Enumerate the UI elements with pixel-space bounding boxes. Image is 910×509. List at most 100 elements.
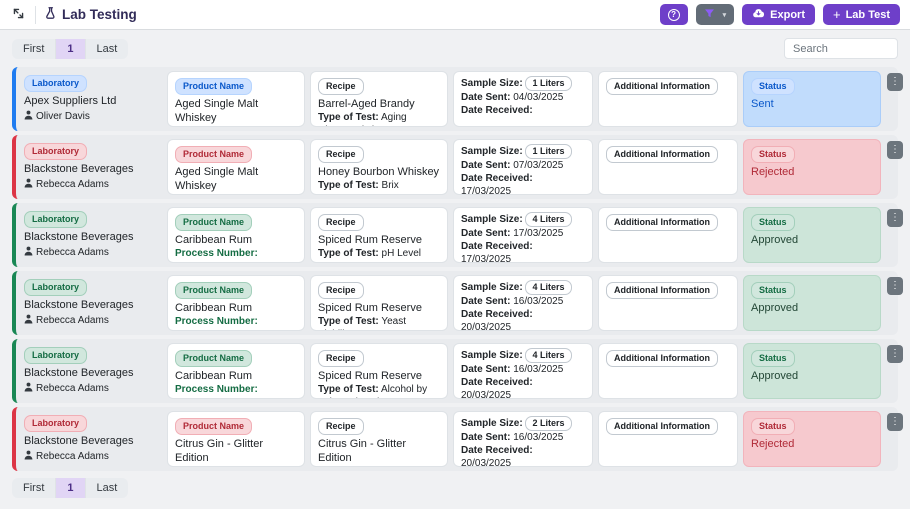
pagination-first-button[interactable]: First — [12, 478, 55, 498]
laboratory-name: Blackstone Beverages — [24, 298, 134, 311]
laboratory-cell: Laboratory Blackstone Beverages Rebecca … — [16, 207, 162, 263]
date-received-label: Date Received: — [461, 376, 533, 388]
additional-info-badge: Additional Information — [606, 214, 718, 231]
user-icon — [24, 178, 33, 191]
header-divider — [35, 5, 36, 24]
page-title-text: Lab Testing — [62, 7, 137, 22]
pagination-page-1-button[interactable]: 1 — [55, 478, 85, 498]
sample-card: Sample Size: 4 Liters Date Sent: 16/03/2… — [453, 343, 593, 399]
contact-name: Rebecca Adams — [36, 315, 109, 327]
type-of-test-label: Type of Test: — [318, 316, 379, 328]
laboratory-name: Blackstone Beverages — [24, 434, 134, 447]
date-received-line: Date Received: 20/03/2025 — [461, 376, 585, 399]
kebab-menu-icon: ⋮ — [890, 76, 900, 87]
contact-person: Rebecca Adams — [24, 246, 156, 259]
pagination-last-button[interactable]: Last — [84, 38, 129, 59]
type-of-test-line: Type of Test: Aging Characteristics Test — [318, 111, 440, 126]
process-number-line: Process Number: 27032025-LAB-003 — [175, 193, 297, 195]
status-card: Status Approved — [743, 343, 881, 399]
product-name: Aged Single Malt Whiskey — [175, 165, 259, 193]
status-value: Rejected — [751, 165, 795, 178]
recipe-name: Citrus Gin - Glitter Edition — [318, 437, 407, 465]
lab-test-row: Laboratory Blackstone Beverages Rebecca … — [12, 271, 903, 335]
status-badge: Status — [751, 214, 795, 231]
laboratory-badge: Laboratory — [24, 143, 88, 160]
pagination-last-button[interactable]: Last — [84, 478, 129, 498]
row-menu-button[interactable]: ⋮ — [887, 277, 903, 295]
product-name: Aged Single Malt Whiskey — [175, 97, 259, 125]
rows-list: Laboratory Apex Suppliers Ltd Oliver Dav… — [12, 67, 903, 471]
sample-size-label: Sample Size: — [461, 282, 523, 293]
sample-card: Sample Size: 4 Liters Date Sent: 17/03/2… — [453, 207, 593, 263]
type-of-test-value: Aging Characteristics Test — [318, 112, 407, 126]
user-icon — [24, 450, 33, 463]
row-menu-button[interactable]: ⋮ — [887, 209, 903, 227]
recipe-badge: Recipe — [318, 214, 364, 231]
date-received-label: Date Received: — [461, 240, 533, 252]
type-of-test-line: Type of Test: Yeast Viability Test — [318, 315, 440, 330]
date-received-value: 20/03/2025 — [461, 390, 512, 399]
contact-person: Rebecca Adams — [24, 178, 156, 191]
contact-person: Rebecca Adams — [24, 382, 156, 395]
additional-info-card: Additional Information — [598, 139, 738, 195]
product-card: Product Name Caribbean Rum Process Numbe… — [167, 343, 305, 399]
lab-test-row: Laboratory Blackstone Beverages Rebecca … — [12, 135, 903, 199]
date-sent-line: Date Sent: 16/03/2025 — [461, 431, 585, 444]
date-received-label: Date Received: — [461, 308, 533, 320]
type-of-test-line: Type of Test: pH Level Test — [318, 247, 440, 262]
date-sent-value: 04/03/2025 — [513, 91, 564, 103]
process-number-label: Process Number: — [175, 194, 258, 195]
pagination-top: First 1 Last — [12, 38, 129, 59]
date-received-line: Date Received: 17/03/2025 — [461, 172, 585, 194]
laboratory-name: Blackstone Beverages — [24, 366, 134, 379]
row-menu-button[interactable]: ⋮ — [887, 345, 903, 363]
date-received-label: Date Received: — [461, 172, 533, 184]
date-received-label: Date Received: — [461, 104, 533, 116]
date-received-value: 20/03/2025 — [461, 322, 512, 331]
sample-size-label: Sample Size: — [461, 214, 523, 225]
sample-size-line: Sample Size: 4 Liters — [461, 348, 585, 363]
recipe-name: Spiced Rum Reserve — [318, 369, 422, 382]
filter-dropdown-button[interactable]: ▾ — [695, 4, 735, 25]
row-menu-button[interactable]: ⋮ — [887, 73, 903, 91]
row-menu-cell: ⋮ — [886, 275, 904, 331]
additional-info-card: Additional Information — [598, 411, 738, 467]
type-of-test-value: Brix Measurement — [318, 180, 399, 194]
recipe-name: Honey Bourbon Whiskey — [318, 165, 440, 178]
export-button[interactable]: Export — [742, 4, 815, 25]
date-sent-line: Date Sent: 16/03/2025 — [461, 363, 585, 376]
sample-size-label: Sample Size: — [461, 350, 523, 361]
nav-toggle-button[interactable] — [10, 5, 27, 25]
help-button[interactable]: ? — [659, 4, 688, 25]
row-menu-button[interactable]: ⋮ — [887, 413, 903, 431]
top-bar: Lab Testing ? ▾ Export + Lab Test — [0, 0, 910, 30]
recipe-card: Recipe Spiced Rum Reserve Type of Test: … — [310, 275, 448, 331]
process-number-value: 27032025-LAB-004 — [175, 261, 262, 262]
recipe-badge: Recipe — [318, 418, 364, 435]
status-badge: Status — [751, 146, 795, 163]
flask-icon — [44, 6, 57, 23]
recipe-name: Spiced Rum Reserve — [318, 301, 422, 314]
type-of-test-line: Type of Test: Alcohol by Volume (ABV) Me… — [318, 465, 440, 467]
search-input[interactable] — [784, 38, 898, 59]
sample-card: Sample Size: 1 Liters Date Sent: 07/03/2… — [453, 139, 593, 195]
laboratory-badge: Laboratory — [24, 415, 88, 432]
pagination-page-1-button[interactable]: 1 — [55, 38, 85, 59]
type-of-test-label: Type of Test: — [318, 466, 379, 467]
process-number-line: Process Number: 27032025-LAB-005 — [175, 315, 297, 330]
status-value: Sent — [751, 97, 774, 110]
additional-info-card: Additional Information — [598, 343, 738, 399]
date-sent-line: Date Sent: 04/03/2025 — [461, 91, 585, 104]
status-badge: Status — [751, 350, 795, 367]
add-lab-test-button[interactable]: + Lab Test — [822, 4, 900, 25]
contact-person: Oliver Davis — [24, 110, 156, 123]
pagination-first-button[interactable]: First — [12, 39, 55, 59]
status-card: Status Approved — [743, 207, 881, 263]
laboratory-name: Apex Suppliers Ltd — [24, 94, 117, 107]
contact-person: Rebecca Adams — [24, 314, 156, 327]
laboratory-badge: Laboratory — [24, 75, 88, 92]
date-received-value: 20/03/2025 — [461, 458, 512, 467]
row-menu-button[interactable]: ⋮ — [887, 141, 903, 159]
lab-test-row: Laboratory Blackstone Beverages Rebecca … — [12, 339, 903, 403]
process-number-label: Process Number: — [175, 384, 258, 396]
